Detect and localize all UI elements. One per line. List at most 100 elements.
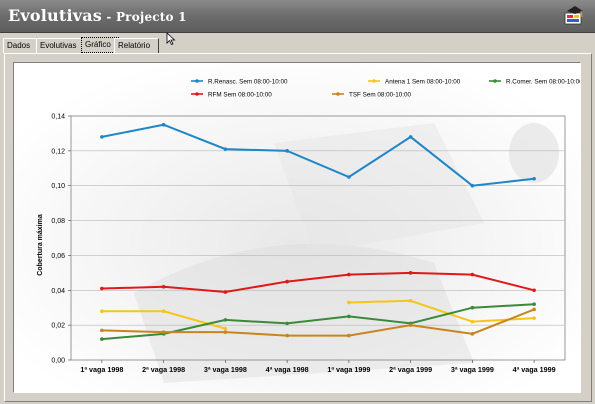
legend-item: R.Comer. Sem 08:00-10:00 (489, 78, 583, 85)
legend-label: R.Comer. Sem 08:00-10:00 (506, 78, 580, 85)
tab-dados[interactable]: Dados (3, 38, 38, 53)
data-point (223, 326, 228, 331)
x-tick-label: 3ª vaga 1999 (451, 365, 494, 374)
data-point (470, 305, 475, 310)
data-point (161, 285, 166, 289)
x-tick-label: 2ª vaga 1999 (389, 365, 432, 374)
data-point (532, 307, 536, 312)
legend-item: Antena 1 Sem 08:00-10:00 (368, 78, 461, 85)
data-point (470, 272, 475, 277)
window-title-separator: - (102, 10, 116, 24)
window-subtitle: Projecto 1 (115, 10, 187, 24)
legend-item: R.Renasc. Sem 08:00-10:00 (191, 78, 288, 85)
legend-label: R.Renasc. Sem 08:00-10:00 (208, 78, 288, 85)
tab-label: Evolutivas (40, 41, 77, 50)
y-tick-label: 0,14 (51, 114, 65, 121)
series-line (101, 271, 535, 294)
data-point (223, 330, 228, 334)
data-point (470, 183, 475, 188)
tab-label: Relatório (118, 41, 151, 50)
series-line-3 (100, 271, 536, 294)
legend-label: TSF Sem 08:00-10:00 (349, 91, 411, 98)
legend-marker (195, 79, 199, 83)
chart-frame: R.Renasc. Sem 08:00-10:00 Antena 1 Sem 08… (13, 62, 583, 393)
data-point (347, 300, 351, 305)
y-tick-label: 0,04 (51, 288, 65, 295)
legend-marker (372, 79, 376, 83)
data-point (532, 316, 536, 320)
y-tick-label: 0,10 (51, 183, 65, 190)
graduation-cap-icon[interactable] (563, 4, 585, 26)
data-point (347, 333, 351, 338)
x-axis: 1ª vaga 1998 2ª vaga 1998 3ª vaga 1998 4ª v… (80, 360, 556, 374)
title-bar: Evolutivas - Projecto 1 (0, 0, 595, 33)
line-chart: R.Renasc. Sem 08:00-10:00 Antena 1 Sem 08… (14, 63, 583, 392)
data-point (347, 272, 351, 277)
series-line-0 (100, 122, 536, 188)
legend-label: RFM Sem 08:00-10:00 (208, 91, 272, 98)
tab-relatorio[interactable]: Relatório (114, 38, 159, 53)
x-tick-label: 1ª vaga 1999 (327, 365, 370, 374)
legend-item: RFM Sem 08:00-10:00 (191, 91, 272, 98)
legend-item: TSF Sem 08:00-10:00 (332, 91, 411, 98)
y-axis-label: Cobertura máxima (37, 214, 44, 276)
x-tick-label: 4ª vaga 1999 (513, 365, 556, 374)
data-point (161, 309, 166, 313)
data-point (161, 330, 166, 334)
legend-marker (336, 92, 340, 96)
legend-marker (195, 92, 199, 96)
mouse-cursor-icon (166, 32, 176, 46)
data-point (347, 175, 351, 179)
data-point (532, 176, 536, 181)
x-tick-label: 3ª vaga 1998 (204, 365, 247, 374)
data-point (285, 333, 289, 338)
data-point (223, 290, 228, 294)
data-point (470, 319, 475, 324)
chart-legend: R.Renasc. Sem 08:00-10:00 Antena 1 Sem 08… (191, 78, 583, 98)
tab-label: Gráfico (85, 40, 111, 49)
data-point (100, 135, 104, 139)
data-point (532, 288, 536, 293)
data-point (470, 332, 475, 336)
y-tick-label: 0,12 (51, 148, 65, 155)
legend-marker (493, 79, 497, 83)
data-point (223, 147, 228, 151)
series-line-1 (100, 298, 536, 331)
series-line (101, 123, 535, 187)
data-point (285, 149, 289, 153)
data-point (223, 318, 228, 322)
x-tick-label: 1ª vaga 1998 (80, 365, 123, 374)
y-tick-label: 0,06 (51, 253, 65, 260)
chart-panel: R.Renasc. Sem 08:00-10:00 Antena 1 Sem 08… (4, 53, 592, 402)
x-tick-label: 4ª vaga 1998 (266, 365, 309, 374)
chart-series (100, 122, 536, 341)
data-point (100, 328, 104, 333)
plot-area-border (70, 115, 566, 361)
data-point (408, 323, 413, 327)
chart-grid (70, 115, 566, 361)
data-point (100, 337, 104, 341)
y-tick-label: 0,00 (51, 358, 65, 365)
series-line-4 (100, 307, 536, 338)
window-title: Evolutivas - Projecto 1 (8, 6, 187, 25)
legend-label: Antena 1 Sem 08:00-10:00 (385, 78, 461, 85)
decorative-watermark (14, 63, 580, 392)
y-tick-label: 0,08 (51, 218, 65, 225)
x-tick-label: 2ª vaga 1998 (142, 365, 185, 374)
data-point (347, 314, 351, 319)
y-axis: 0,00 0,02 0,04 0,06 0,08 0,10 0,12 0,14 (51, 114, 71, 365)
data-point (161, 122, 166, 127)
data-point (285, 321, 289, 326)
data-point (100, 309, 104, 313)
tab-evolutivas[interactable]: Evolutivas (36, 38, 84, 53)
series-line (348, 299, 535, 323)
data-point (408, 298, 413, 303)
tab-label: Dados (7, 41, 31, 50)
y-tick-label: 0,02 (51, 323, 65, 330)
data-point (408, 135, 413, 139)
window-title-main: Evolutivas (8, 6, 103, 25)
data-point (408, 271, 413, 275)
data-point (285, 279, 289, 284)
data-point (100, 286, 104, 291)
series-line (101, 308, 535, 337)
